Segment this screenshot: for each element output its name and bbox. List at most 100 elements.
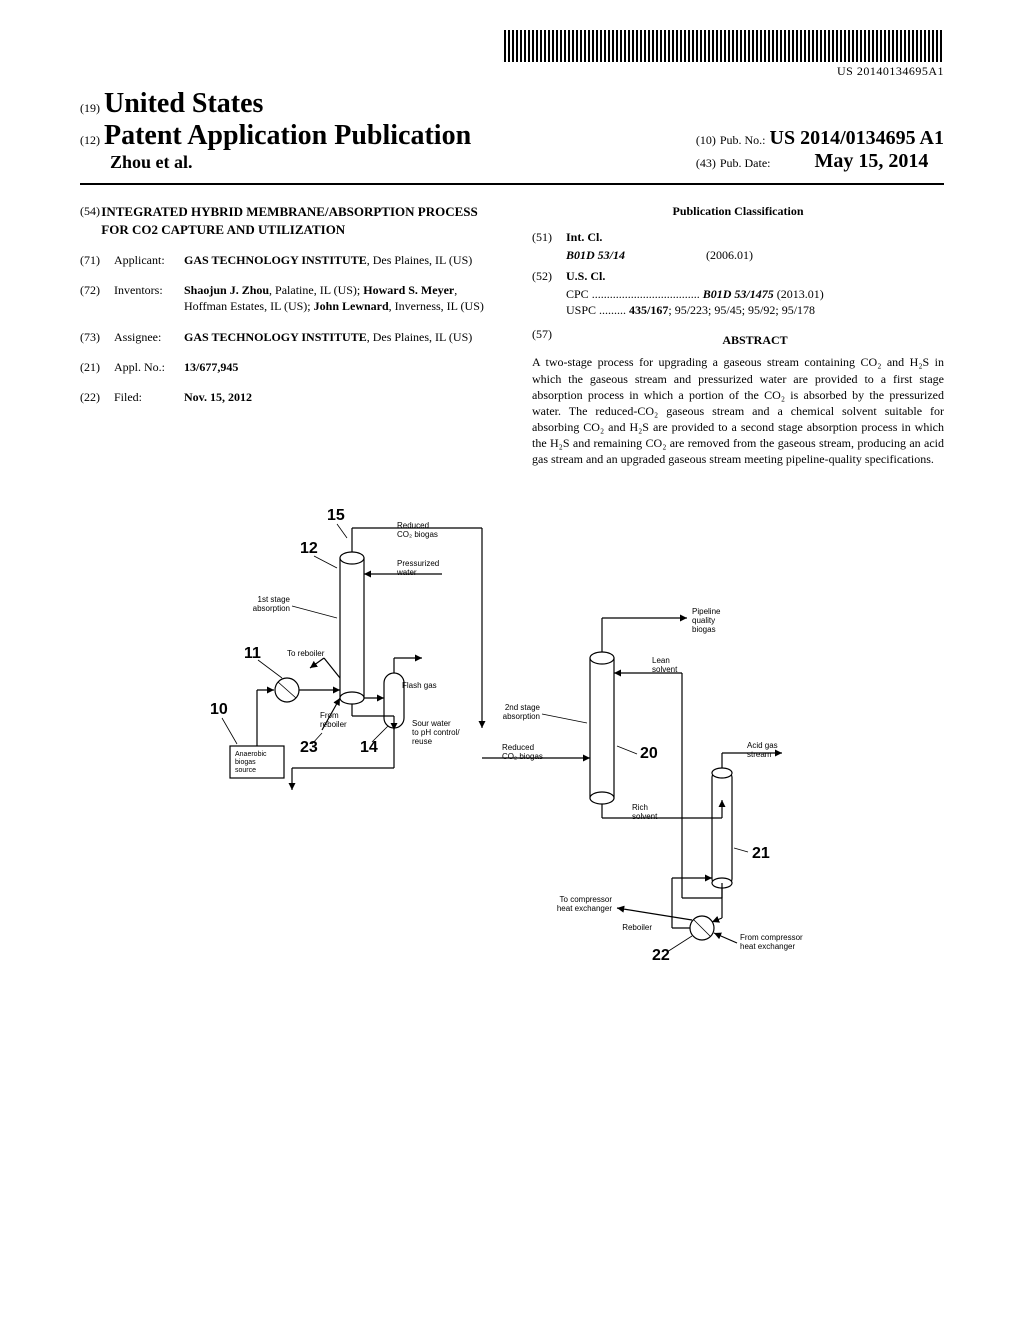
uspc-value: 435/167	[629, 303, 668, 317]
int-cl-item: B01D 53/14 (2006.01)	[566, 247, 944, 263]
abstract-header-row: (57) ABSTRACT	[532, 326, 944, 354]
pub-no-value: US 2014/0134695 A1	[770, 127, 944, 149]
inventor-2-name: Howard S. Meyer	[363, 283, 454, 297]
inventor-3-loc: , Inverness, IL (US)	[389, 299, 484, 313]
applicant-loc: , Des Plaines, IL (US)	[367, 253, 473, 267]
lbl-water: water	[396, 568, 417, 577]
right-column: Publication Classification (51) Int. Cl.…	[532, 203, 944, 468]
applicant-num: (71)	[80, 252, 114, 268]
inventors-num: (72)	[80, 282, 114, 314]
uspc-dots: .........	[596, 303, 629, 317]
appl-no-value: 13/677,945	[184, 359, 492, 375]
cpc-value: B01D 53/1475	[703, 287, 774, 301]
applicant-name: GAS TECHNOLOGY INSTITUTE	[184, 253, 367, 267]
assignee-name: GAS TECHNOLOGY INSTITUTE	[184, 330, 367, 344]
filed-row: (22) Filed: Nov. 15, 2012	[80, 389, 492, 405]
cpc-line: CPC ....................................…	[566, 286, 944, 302]
barcode-bars	[504, 30, 944, 62]
inventors-content: Shaojun J. Zhou, Palatine, IL (US); Howa…	[184, 282, 492, 314]
lbl-anaerobic1: Anaerobic	[235, 751, 267, 758]
lbl-rich1: Rich	[632, 803, 648, 812]
invention-title: INTEGRATED HYBRID MEMBRANE/ABSORPTION PR…	[101, 203, 492, 238]
lbl-lean1: Lean	[652, 656, 670, 665]
int-cl-row: (51) Int. Cl.	[532, 229, 944, 245]
cpc-dots: ....................................	[589, 287, 703, 301]
ref-20: 20	[640, 745, 658, 762]
lbl-pipeline1: Pipeline	[692, 607, 721, 616]
lbl-acid1: Acid gas	[747, 741, 778, 750]
lbl-stage2a: 2nd stage	[505, 703, 541, 712]
lbl-stage2b: absorption	[503, 712, 540, 721]
left-column: (54) INTEGRATED HYBRID MEMBRANE/ABSORPTI…	[80, 203, 492, 468]
appl-no-row: (21) Appl. No.: 13/677,945	[80, 359, 492, 375]
applicant-label: Applicant:	[114, 252, 184, 268]
assignee-content: GAS TECHNOLOGY INSTITUTE, Des Plaines, I…	[184, 329, 492, 345]
appl-no-label: Appl. No.:	[114, 359, 184, 375]
assignee-loc: , Des Plaines, IL (US)	[367, 330, 473, 344]
inventors-row: (72) Inventors: Shaojun J. Zhou, Palatin…	[80, 282, 492, 314]
ref-10: 10	[210, 701, 228, 718]
barcode-section: US 20140134695A1	[80, 30, 944, 80]
header-right: (10) Pub. No.: US 2014/0134695 A1 (43) P…	[696, 127, 944, 173]
lbl-stage1a: 1st stage	[258, 595, 291, 604]
lbl-to-reboiler: To reboiler	[287, 649, 325, 658]
authors-line: Zhou et al.	[110, 152, 471, 173]
pub-no-label: Pub. No.:	[720, 133, 766, 147]
ref-11: 11	[244, 645, 261, 662]
lbl-pressurized: Pressurized	[397, 559, 439, 568]
lbl-to-comp2: heat exchanger	[557, 904, 612, 913]
uspc-line: USPC ......... 435/167; 95/223; 95/45; 9…	[566, 302, 944, 318]
cpc-year: (2013.01)	[774, 287, 824, 301]
lbl-lean2: solvent	[652, 665, 678, 674]
abstract-text: A two-stage process for upgrading a gase…	[532, 354, 944, 467]
uspc-rest: ; 95/223; 95/45; 95/92; 95/178	[668, 303, 815, 317]
ref-12: 12	[300, 540, 318, 557]
us-cl-row: (52) U.S. Cl.	[532, 268, 944, 284]
lbl-reduced-mid2: CO₂ biogas	[502, 752, 543, 761]
inventor-1-loc: , Palatine, IL (US);	[269, 283, 363, 297]
title-num: (54)	[80, 203, 101, 238]
doc-type-num: (12)	[80, 133, 100, 147]
header-row: (19) United States (12) Patent Applicati…	[80, 88, 944, 173]
ref-22: 22	[652, 947, 670, 964]
lbl-pipeline3: biogas	[692, 625, 716, 634]
filed-value: Nov. 15, 2012	[184, 389, 492, 405]
lbl-sour3: reuse	[412, 737, 433, 746]
abstract-label: ABSTRACT	[566, 332, 944, 348]
inventors-label: Inventors:	[114, 282, 184, 314]
lbl-acid2: stream	[747, 750, 772, 759]
lbl-reduced-co2-top: Reduced	[397, 521, 429, 530]
lbl-anaerobic2: biogas	[235, 759, 256, 766]
lbl-sour2: to pH control/	[412, 728, 460, 737]
applicant-row: (71) Applicant: GAS TECHNOLOGY INSTITUTE…	[80, 252, 492, 268]
lbl-reboiler: Reboiler	[622, 923, 652, 932]
abstract-num: (57)	[532, 326, 566, 354]
lbl-sour1: Sour water	[412, 719, 451, 728]
appl-no-bold: 13/677,945	[184, 360, 238, 374]
us-cl-label: U.S. Cl.	[566, 268, 605, 284]
country-num: (19)	[80, 101, 100, 115]
appl-no-num: (21)	[80, 359, 114, 375]
assignee-num: (73)	[80, 329, 114, 345]
pub-date-label: Pub. Date:	[720, 156, 771, 170]
inventor-1-name: Shaojun J. Zhou	[184, 283, 269, 297]
ref-21: 21	[752, 845, 770, 862]
int-cl-num: (51)	[532, 229, 566, 245]
lbl-pipeline2: quality	[692, 616, 715, 625]
barcode-text: US 20140134695A1	[504, 64, 944, 79]
pub-date-value: May 15, 2014	[815, 150, 929, 172]
lbl-flash-gas: Flash gas	[402, 681, 437, 690]
int-cl-year: (2006.01)	[706, 247, 753, 263]
process-diagram: 15 Reduced CO₂ biogas Pressurized water …	[192, 498, 832, 978]
doc-type: Patent Application Publication	[104, 120, 471, 151]
lbl-rich2: solvent	[632, 812, 658, 821]
bibliographic-columns: (54) INTEGRATED HYBRID MEMBRANE/ABSORPTI…	[80, 203, 944, 468]
ref-15: 15	[327, 507, 345, 524]
uspc-label: USPC	[566, 303, 596, 317]
us-cl-num: (52)	[532, 268, 566, 284]
assignee-row: (73) Assignee: GAS TECHNOLOGY INSTITUTE,…	[80, 329, 492, 345]
title-row: (54) INTEGRATED HYBRID MEMBRANE/ABSORPTI…	[80, 203, 492, 238]
divider	[80, 183, 944, 185]
int-cl-code: B01D 53/14	[566, 247, 706, 263]
filed-num: (22)	[80, 389, 114, 405]
